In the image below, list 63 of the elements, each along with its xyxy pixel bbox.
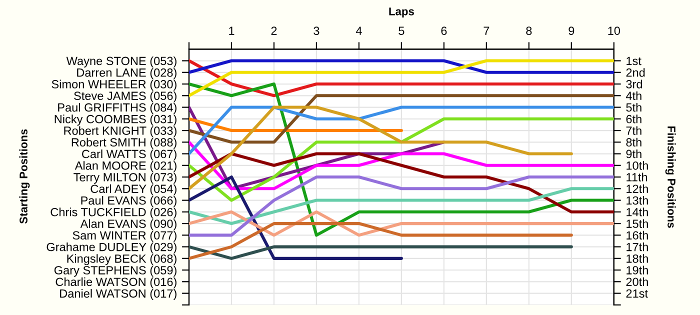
line-series — [189, 82, 614, 237]
y2-tick-label: 21st — [626, 289, 648, 298]
y2-tick-label: 18th — [626, 254, 648, 263]
x-tick-label: 4 — [356, 26, 362, 35]
text: Starting Positions — [19, 129, 30, 224]
line-series — [189, 106, 573, 190]
category-label: Steve JAMES (056) — [74, 91, 176, 102]
y2-tick-label: 10th — [626, 161, 648, 170]
y2-tick-label: 20th — [626, 277, 648, 286]
category-label: Sam WINTER (077) — [72, 230, 176, 242]
line-series — [189, 222, 573, 260]
x-tick-label: 6 — [441, 26, 447, 35]
category-label: Kingsley BECK (068) — [67, 254, 176, 266]
category-label: Wayne STONE (053) — [66, 56, 176, 68]
x-tick-label: 9 — [568, 26, 574, 35]
line-series — [189, 152, 614, 214]
category-label: Simon WHEELER (030) — [52, 80, 176, 91]
y2-tick-label: 17th — [626, 242, 648, 252]
y2-tick-label: 14th — [626, 208, 648, 216]
category-label: Darren LANE (028) — [77, 68, 176, 80]
y2-axis-title: Finishing Positions — [665, 126, 676, 228]
line-series — [189, 176, 614, 237]
y2-tick-label: 3rd — [626, 80, 642, 88]
y2-tick-label: 12th — [626, 184, 648, 194]
y2-tick-label: 5th — [626, 102, 642, 112]
line-series — [189, 140, 614, 190]
line-series — [189, 117, 614, 202]
x-tick-label: 5 — [398, 26, 404, 35]
category-label: Chris TUCKFIELD (026) — [50, 208, 176, 219]
y2-tick-label: 9th — [626, 150, 642, 158]
x-tick-label: 8 — [526, 26, 532, 35]
category-label: Charlie WATSON (016) — [56, 277, 176, 288]
y2-tick-label: 16th — [626, 230, 648, 240]
x-tick-label: 10 — [608, 26, 620, 35]
category-label: Terry MILTON (073) — [74, 172, 176, 184]
y2-tick-label: 19th — [626, 266, 648, 274]
y2-tick-label: 13th — [626, 196, 648, 205]
category-label: Robert KNIGHT (033) — [64, 126, 176, 138]
x-tick-label: 7 — [484, 26, 490, 35]
x-tick-label: 3 — [314, 26, 320, 35]
y2-tick-label: 7th — [626, 126, 642, 135]
y2-tick-label: 11th — [626, 172, 648, 182]
y2-tick-label: 2nd — [626, 68, 645, 77]
y2-tick-label: 4th — [626, 91, 642, 100]
category-label: Gary STEPHENS (059) — [54, 266, 176, 277]
y2-tick-label: 1st — [626, 56, 642, 66]
category-label: Daniel WATSON (017) — [60, 289, 176, 300]
line-series — [189, 187, 614, 226]
category-label: Paul GRIFFITHS (084) — [58, 102, 176, 114]
category-label: Robert SMITH (088) — [72, 138, 176, 149]
category-label: Alan EVANS (090) — [80, 219, 176, 230]
x-axis-title: Laps — [389, 8, 414, 18]
category-label: Nicky COOMBES (031) — [54, 114, 176, 126]
y2-tick-label: 6th — [626, 114, 642, 124]
category-label: Carl ADEY (054) — [90, 184, 176, 196]
x-tick-label: 1 — [229, 26, 234, 35]
category-label: Paul EVANS (066) — [81, 196, 176, 208]
x-tick-label: 2 — [271, 26, 277, 35]
y2-tick-label: 15th — [626, 219, 648, 228]
category-label: Carl WATTS (067) — [82, 150, 176, 160]
y2-tick-label: 8th — [626, 138, 642, 147]
category-label: Alan MOORE (021) — [74, 161, 176, 172]
category-label: Grahame DUDLEY (029) — [46, 242, 176, 254]
